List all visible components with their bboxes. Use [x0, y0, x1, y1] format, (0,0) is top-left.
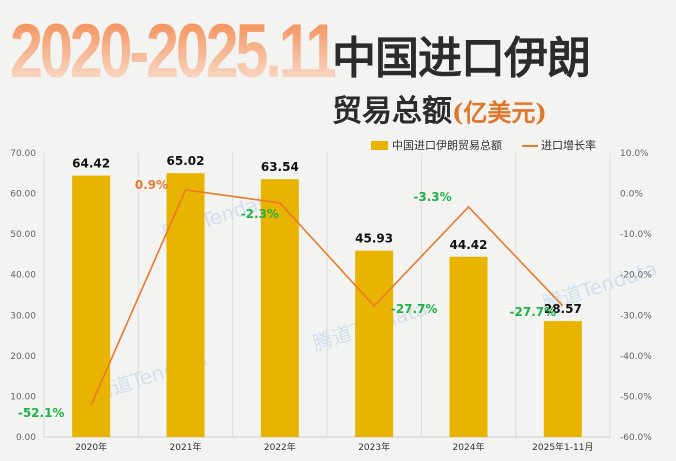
bar-value-label: 64.42 — [72, 157, 110, 171]
line-value-label: -27.7% — [510, 305, 557, 319]
title-line2-text: 贸易总额 — [332, 94, 452, 129]
line-value-label: -52.1% — [18, 406, 65, 420]
legend-line-label: 进口增长率 — [541, 138, 596, 152]
legend-bar-label: 中国进口伊朗贸易总额 — [392, 138, 502, 152]
bar-value-label: 44.42 — [450, 238, 488, 252]
right-tick-label: 10.0% — [620, 149, 649, 159]
right-tick-label: 0.0% — [620, 190, 643, 200]
right-tick-label: -40.0% — [620, 352, 652, 362]
right-tick-label: -50.0% — [620, 392, 652, 402]
line-value-label: -27.7% — [391, 302, 438, 316]
bar — [355, 250, 394, 437]
bar-value-label: 65.02 — [167, 154, 205, 168]
bar — [72, 175, 111, 437]
bar — [449, 256, 488, 437]
title-line1: 中国进口伊朗 — [332, 33, 591, 84]
left-tick-label: 30.00 — [10, 311, 36, 321]
left-tick-label: 60.00 — [10, 190, 36, 200]
line-value-label: -3.3% — [413, 190, 451, 204]
title-line2: 贸易总额(亿美元) — [332, 86, 547, 130]
bar — [543, 321, 582, 437]
right-tick-label: -60.0% — [620, 433, 652, 443]
year-range-title: 2020-2025.11 — [10, 9, 338, 94]
x-tick-label: 2020年 — [75, 441, 107, 453]
bar — [260, 179, 299, 437]
x-tick-label: 2021年 — [170, 441, 202, 453]
left-tick-label: 50.00 — [10, 230, 36, 240]
bar-value-label: 28.57 — [544, 302, 582, 316]
right-tick-label: -20.0% — [620, 271, 652, 281]
left-tick-label: 70.00 — [10, 149, 36, 159]
left-tick-label: 40.00 — [10, 271, 36, 281]
growth-line — [90, 189, 564, 406]
left-tick-label: 20.00 — [10, 352, 36, 362]
line-value-label: 0.9% — [135, 178, 168, 192]
bar-value-label: 45.93 — [355, 232, 393, 246]
legend-bar-swatch — [371, 141, 388, 150]
x-tick-label: 2023年 — [358, 441, 390, 453]
unit-label: (亿美元) — [452, 98, 547, 127]
left-tick-label: 10.00 — [10, 392, 36, 402]
line-value-label: -2.3% — [241, 207, 279, 221]
right-tick-label: -10.0% — [620, 230, 652, 240]
right-tick-label: -30.0% — [620, 311, 652, 321]
x-tick-label: 2024年 — [453, 441, 485, 453]
x-tick-label: 2025年1-11月 — [532, 441, 593, 453]
left-tick-label: 0.00 — [16, 433, 36, 443]
bar — [166, 173, 205, 437]
x-tick-label: 2022年 — [264, 441, 296, 453]
bar-value-label: 63.54 — [261, 160, 299, 174]
